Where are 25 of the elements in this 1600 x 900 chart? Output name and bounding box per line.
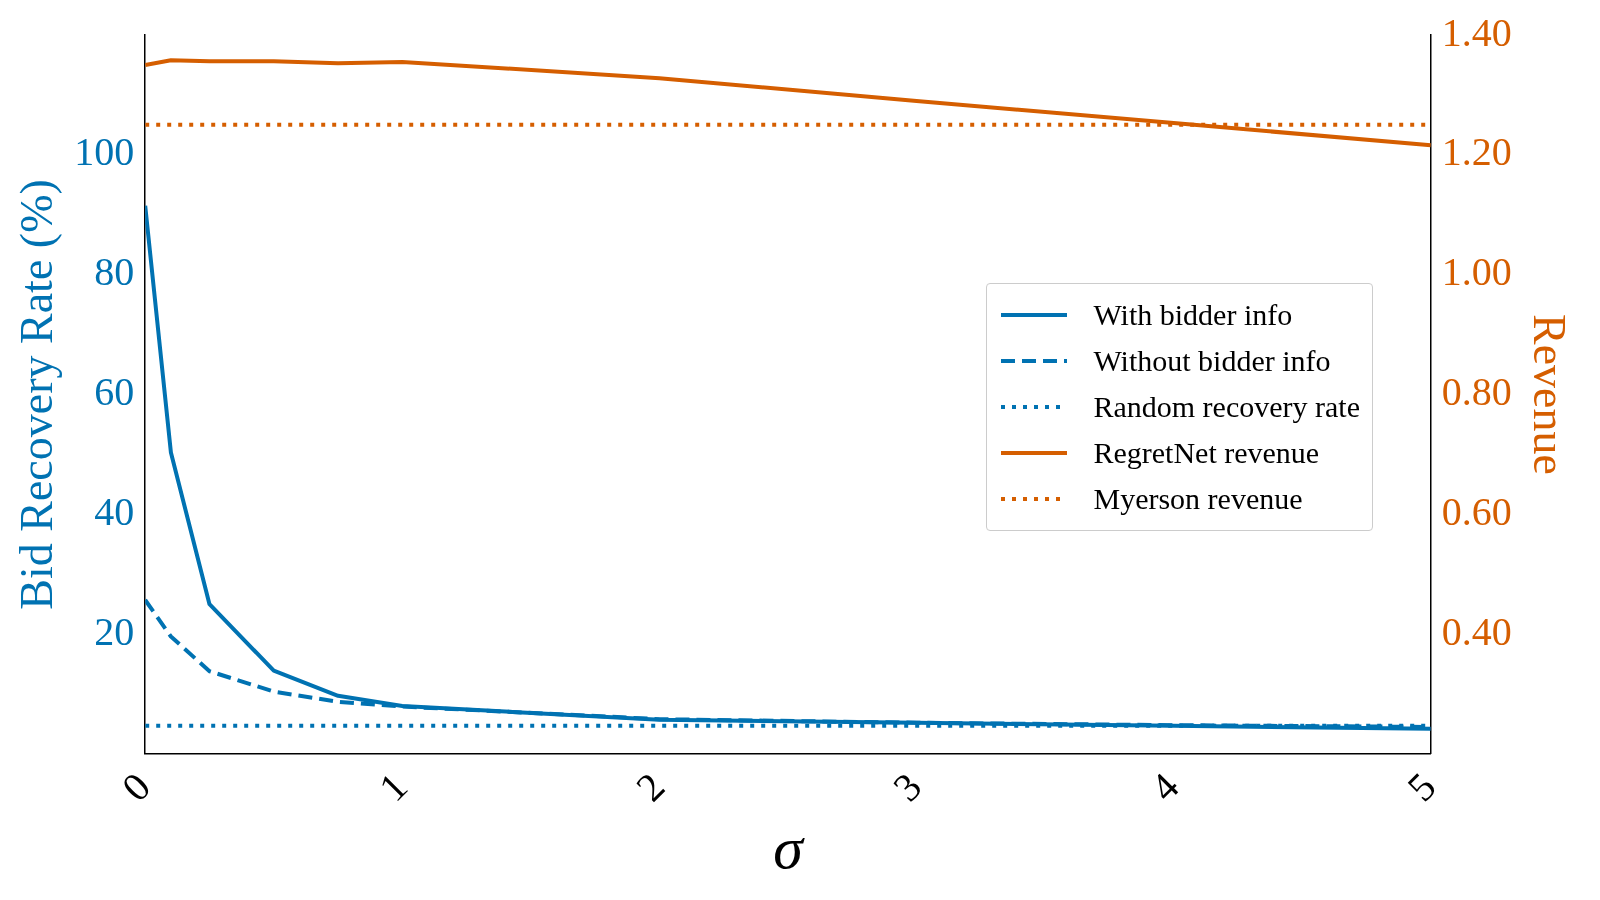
x-tick-label: 5	[1398, 763, 1445, 810]
y2-tick-label: 0.60	[1441, 488, 1512, 534]
y2-tick-label: 1.00	[1441, 249, 1512, 295]
x-tick-label: 3	[884, 763, 931, 810]
y-tick-label: 100	[74, 129, 135, 175]
y-tick-label: 40	[94, 488, 135, 534]
y2-tick-label: 1.40	[1441, 9, 1512, 55]
x-tick-label: 0	[113, 763, 159, 810]
x-tick-label: 2	[627, 763, 674, 810]
y2-tick-label: 0.80	[1441, 368, 1512, 414]
y-axis-title: Bid Recovery Rate (%)	[10, 179, 62, 610]
legend-label: Without bidder info	[1093, 344, 1331, 378]
y2-tick-label: 0.40	[1441, 608, 1512, 654]
legend-label: RegretNet revenue	[1093, 436, 1320, 470]
x-axis-title: σ	[773, 814, 806, 881]
y-tick-label: 80	[94, 249, 135, 295]
y-tick-label: 60	[94, 368, 135, 414]
x-tick-label: 4	[1141, 763, 1188, 810]
legend-label: With bidder info	[1093, 298, 1293, 332]
x-tick-label: 1	[370, 763, 417, 810]
y2-tick-label: 1.20	[1441, 129, 1512, 175]
legend-label: Myerson revenue	[1093, 482, 1303, 516]
y2-axis-title: Revenue	[1524, 313, 1576, 475]
y-tick-label: 20	[94, 608, 135, 654]
legend-label: Random recovery rate	[1093, 390, 1360, 424]
